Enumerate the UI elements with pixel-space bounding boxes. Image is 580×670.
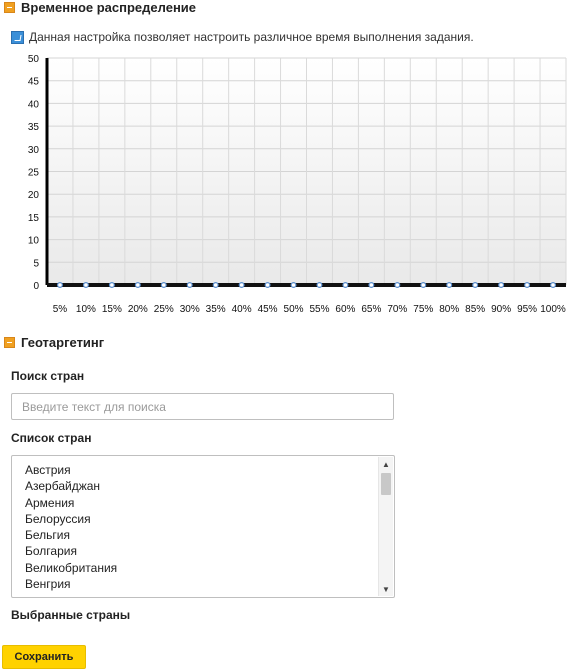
- collapse-icon[interactable]: [4, 2, 15, 13]
- data-point[interactable]: [394, 282, 401, 289]
- y-tick-label: 15: [28, 213, 40, 224]
- y-tick-label: 50: [28, 54, 40, 65]
- data-point[interactable]: [472, 282, 479, 289]
- data-point[interactable]: [134, 282, 141, 289]
- data-point[interactable]: [82, 282, 89, 289]
- x-tick-label: 50%: [284, 304, 304, 315]
- scroll-thumb[interactable]: [381, 473, 391, 495]
- country-search-input[interactable]: [11, 393, 394, 420]
- x-tick-label: 75%: [413, 304, 433, 315]
- x-tick-label: 10%: [76, 304, 96, 315]
- geotargeting-title: Геотаргетинг: [21, 335, 105, 350]
- time-distribution-title: Временное распределение: [21, 0, 197, 15]
- data-point[interactable]: [108, 282, 115, 289]
- country-option[interactable]: Болгария: [25, 544, 77, 559]
- data-point[interactable]: [316, 282, 323, 289]
- country-list-label: Список стран: [11, 431, 92, 445]
- x-tick-label: 60%: [335, 304, 355, 315]
- x-tick-label: 55%: [309, 304, 329, 315]
- x-tick-label: 45%: [258, 304, 278, 315]
- data-point[interactable]: [368, 282, 375, 289]
- x-tick-label: 35%: [206, 304, 226, 315]
- x-tick-label: 80%: [439, 304, 459, 315]
- geotargeting-header[interactable]: Геотаргетинг: [4, 335, 104, 350]
- y-tick-label: 30: [28, 145, 40, 156]
- country-option[interactable]: Венгрия: [25, 577, 71, 592]
- data-point[interactable]: [56, 282, 63, 289]
- x-tick-label: 100%: [540, 304, 566, 315]
- country-option[interactable]: Великобритания: [25, 560, 118, 575]
- hint-text: Данная настройка позволяет настроить раз…: [29, 30, 474, 44]
- save-button[interactable]: Сохранить: [2, 645, 86, 669]
- country-option[interactable]: Армения: [25, 495, 75, 510]
- x-tick-label: 90%: [491, 304, 511, 315]
- x-tick-label: 65%: [361, 304, 381, 315]
- country-option[interactable]: Австрия: [25, 463, 71, 477]
- country-option[interactable]: Белоруссия: [25, 511, 91, 526]
- x-tick-label: 5%: [53, 304, 68, 315]
- data-point[interactable]: [290, 282, 297, 289]
- list-scrollbar[interactable]: ▲ ▼: [378, 457, 393, 596]
- time-distribution-header[interactable]: Временное распределение: [4, 0, 196, 15]
- x-tick-label: 20%: [128, 304, 148, 315]
- y-tick-label: 35: [28, 122, 40, 133]
- search-label: Поиск стран: [11, 369, 85, 383]
- scroll-up-icon[interactable]: ▲: [382, 459, 390, 469]
- y-tick-label: 40: [28, 99, 40, 110]
- country-option[interactable]: Бельгия: [25, 528, 70, 543]
- info-icon: [11, 30, 24, 44]
- x-tick-label: 25%: [154, 304, 174, 315]
- data-point[interactable]: [264, 282, 271, 289]
- data-point[interactable]: [212, 282, 219, 289]
- y-tick-label: 5: [33, 258, 39, 269]
- country-option[interactable]: Азербайджан: [25, 479, 101, 494]
- data-point[interactable]: [498, 282, 505, 289]
- x-tick-label: 85%: [465, 304, 485, 315]
- data-point[interactable]: [446, 282, 453, 289]
- data-point[interactable]: [342, 282, 349, 289]
- country-list[interactable]: Австрия Азербайджан Армения Белоруссия Бельг…: [11, 455, 395, 598]
- scroll-down-icon[interactable]: ▼: [382, 584, 390, 594]
- data-point[interactable]: [160, 282, 167, 289]
- data-point[interactable]: [186, 282, 193, 289]
- y-tick-label: 20: [28, 190, 40, 201]
- time-distribution-chart[interactable]: 0 5 10 15 20 25 30 35 40 45 50 5% 10% 15% 20% 25% 30% 35…: [0, 48, 580, 320]
- collapse-icon[interactable]: [4, 337, 15, 348]
- x-tick-label: 70%: [387, 304, 407, 315]
- y-tick-label: 45: [28, 77, 40, 88]
- data-point[interactable]: [238, 282, 245, 289]
- x-tick-label: 15%: [102, 304, 122, 315]
- data-point[interactable]: [524, 282, 531, 289]
- x-tick-label: 95%: [517, 304, 537, 315]
- x-tick-label: 40%: [232, 304, 252, 315]
- y-tick-label: 10: [28, 236, 40, 247]
- data-point[interactable]: [420, 282, 427, 289]
- x-tick-label: 30%: [180, 304, 200, 315]
- y-tick-label: 25: [28, 168, 40, 179]
- selected-countries-label: Выбранные страны: [11, 608, 131, 622]
- y-tick-label: 0: [33, 281, 39, 292]
- hint-row: Данная настройка позволяет настроить раз…: [11, 30, 474, 44]
- data-point[interactable]: [550, 282, 557, 289]
